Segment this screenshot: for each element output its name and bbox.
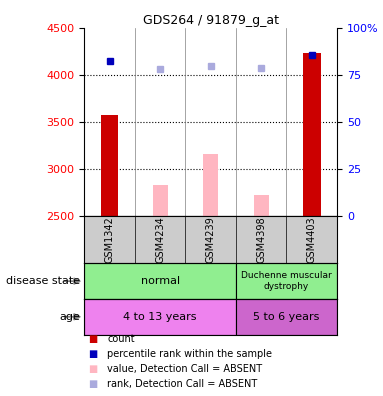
Bar [236,263,337,299]
Text: ■: ■ [88,364,97,374]
Text: GSM4403: GSM4403 [307,216,317,263]
Text: rank, Detection Call = ABSENT: rank, Detection Call = ABSENT [107,379,257,389]
Text: percentile rank within the sample: percentile rank within the sample [107,348,272,359]
Title: GDS264 / 91879_g_at: GDS264 / 91879_g_at [142,13,279,27]
Text: 4 to 13 years: 4 to 13 years [123,312,197,322]
Text: ■: ■ [88,379,97,389]
Text: ■: ■ [88,333,97,344]
Bar [84,263,236,299]
Bar [236,299,337,335]
Bar [303,53,321,216]
Text: age: age [59,312,80,322]
Bar [254,195,269,216]
Bar [101,115,118,216]
Text: GSM4239: GSM4239 [206,216,216,263]
Bar [152,185,168,216]
Bar [84,299,236,335]
Text: disease state: disease state [6,276,80,286]
Text: normal: normal [141,276,180,286]
Text: count: count [107,333,135,344]
Text: GSM4234: GSM4234 [155,216,165,263]
Bar [203,154,218,216]
Text: ■: ■ [88,348,97,359]
Text: value, Detection Call = ABSENT: value, Detection Call = ABSENT [107,364,262,374]
Text: Duchenne muscular
dystrophy: Duchenne muscular dystrophy [241,271,332,291]
Text: GSM4398: GSM4398 [256,216,266,263]
Text: 5 to 6 years: 5 to 6 years [253,312,320,322]
Text: GSM1342: GSM1342 [105,216,115,263]
